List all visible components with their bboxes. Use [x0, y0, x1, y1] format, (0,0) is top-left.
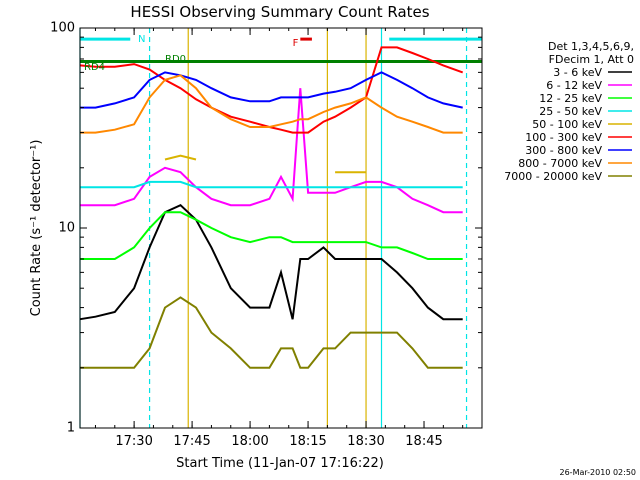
series-line-5	[79, 46, 464, 134]
footer-date: 26-Mar-2010 02:50	[560, 468, 637, 477]
y-tick-label-2: 100	[50, 21, 75, 36]
x-tick-label-0: 17:30	[115, 434, 152, 449]
series-line-0	[79, 204, 463, 321]
series-line-6	[80, 71, 463, 109]
series-line-4	[164, 154, 366, 174]
x-tick-label-3: 18:15	[289, 434, 326, 449]
legend-label-5: 100 - 300 keV	[525, 131, 602, 144]
annotation-f: F	[293, 38, 299, 49]
plot-area: N RD0 RD4 F 17:30 17:45 18:00 18:15 18:30 18:45 1 1…	[50, 21, 483, 449]
annotation-n: N	[138, 34, 145, 45]
legend-label-1: 6 - 12 keV	[546, 79, 602, 92]
legend-label-8: 7000 - 20000 keV	[504, 170, 602, 183]
legend-label-0: 3 - 6 keV	[553, 66, 602, 79]
legend: Det 1,3,4,5,6,9,FDecim 1, Att 03 - 6 keV…	[504, 40, 634, 183]
plot-frame	[79, 27, 483, 429]
series-line-7	[80, 74, 463, 134]
y-tick-label-1: 10	[58, 221, 75, 236]
x-tick-label-1: 17:45	[173, 434, 210, 449]
x-tick-label-4: 18:30	[347, 434, 384, 449]
legend-header-1: FDecim 1, Att 0	[549, 53, 634, 66]
y-axis-label: Count Rate (s⁻¹ detector⁻¹)	[29, 140, 44, 317]
legend-label-7: 800 - 7000 keV	[518, 157, 602, 170]
legend-label-4: 50 - 100 keV	[532, 118, 602, 131]
chart-title: HESSI Observing Summary Count Rates	[130, 3, 429, 21]
series-line-3	[80, 180, 463, 189]
legend-label-2: 12 - 25 keV	[539, 92, 602, 105]
annotation-rd4: RD4	[84, 62, 105, 73]
series-line-2	[80, 211, 463, 260]
y-tick-label-0: 1	[67, 421, 75, 436]
x-tick-label-5: 18:45	[405, 434, 442, 449]
series-line-1	[80, 88, 463, 214]
annotation-rd0: RD0	[165, 54, 186, 65]
legend-header-0: Det 1,3,4,5,6,9,	[548, 40, 634, 53]
series-line-8	[80, 296, 463, 369]
x-tick-label-2: 18:00	[231, 434, 268, 449]
x-axis-label: Start Time (11-Jan-07 17:16:22)	[176, 456, 384, 471]
legend-label-6: 300 - 800 keV	[525, 144, 602, 157]
legend-label-3: 25 - 50 keV	[539, 105, 602, 118]
